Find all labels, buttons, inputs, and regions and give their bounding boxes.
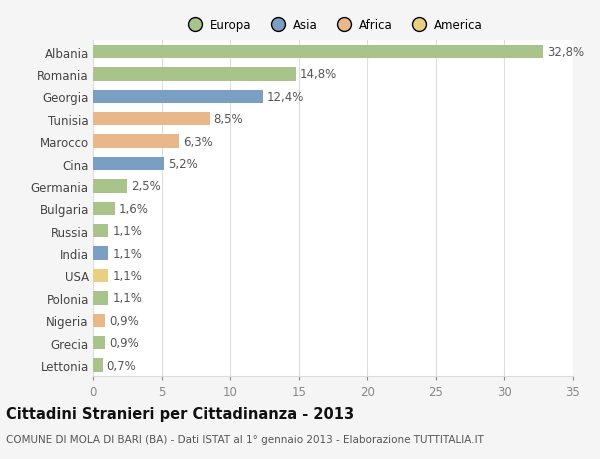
Text: 2,5%: 2,5%: [131, 180, 161, 193]
Text: 1,1%: 1,1%: [112, 225, 142, 238]
Bar: [93, 202, 115, 216]
Text: 1,6%: 1,6%: [119, 202, 149, 215]
Text: 1,1%: 1,1%: [112, 247, 142, 260]
Bar: [93, 46, 543, 59]
Bar: [93, 291, 108, 305]
Bar: [93, 135, 179, 149]
Bar: [93, 68, 296, 82]
Text: COMUNE DI MOLA DI BARI (BA) - Dati ISTAT al 1° gennaio 2013 - Elaborazione TUTTI: COMUNE DI MOLA DI BARI (BA) - Dati ISTAT…: [6, 434, 484, 444]
Bar: [93, 90, 263, 104]
Text: 32,8%: 32,8%: [547, 46, 584, 59]
Text: 6,3%: 6,3%: [184, 135, 213, 148]
Legend: Europa, Asia, Africa, America: Europa, Asia, Africa, America: [183, 19, 483, 32]
Bar: [93, 269, 108, 283]
Bar: [93, 247, 108, 260]
Bar: [93, 314, 106, 327]
Text: 12,4%: 12,4%: [267, 91, 305, 104]
Text: 5,2%: 5,2%: [169, 158, 198, 171]
Text: 1,1%: 1,1%: [112, 269, 142, 282]
Bar: [93, 224, 108, 238]
Text: 8,5%: 8,5%: [214, 113, 244, 126]
Text: 0,9%: 0,9%: [109, 314, 139, 327]
Text: 0,9%: 0,9%: [109, 336, 139, 349]
Text: Cittadini Stranieri per Cittadinanza - 2013: Cittadini Stranieri per Cittadinanza - 2…: [6, 406, 354, 421]
Bar: [93, 113, 209, 126]
Bar: [93, 336, 106, 350]
Bar: [93, 358, 103, 372]
Bar: [93, 180, 127, 193]
Bar: [93, 157, 164, 171]
Text: 1,1%: 1,1%: [112, 292, 142, 305]
Text: 14,8%: 14,8%: [300, 68, 337, 81]
Text: 0,7%: 0,7%: [107, 359, 136, 372]
